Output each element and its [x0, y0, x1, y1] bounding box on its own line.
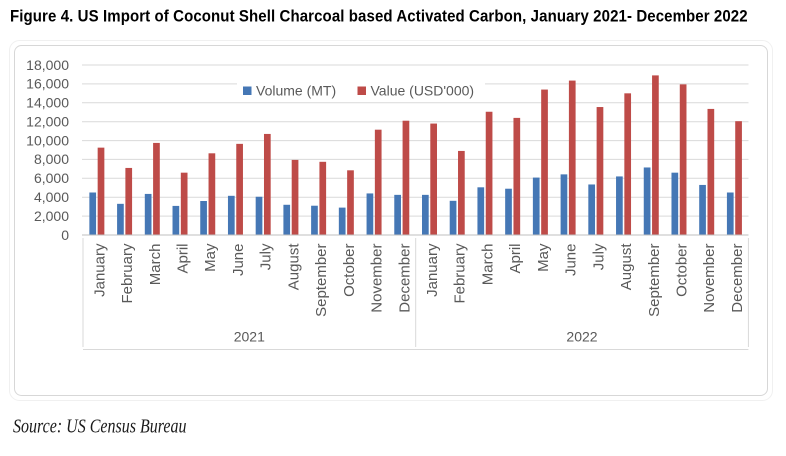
- svg-text:18,000: 18,000: [26, 57, 69, 73]
- svg-text:July: July: [590, 243, 607, 270]
- svg-text:January: January: [424, 243, 441, 297]
- svg-text:16,000: 16,000: [26, 76, 69, 92]
- svg-text:July: July: [258, 243, 275, 270]
- svg-text:2022: 2022: [566, 329, 597, 345]
- svg-text:2,000: 2,000: [34, 208, 69, 224]
- svg-text:Value (USD'000): Value (USD'000): [371, 83, 475, 99]
- svg-text:August: August: [285, 243, 302, 291]
- svg-text:10,000: 10,000: [26, 132, 69, 148]
- svg-text:March: March: [479, 244, 496, 286]
- svg-text:0: 0: [61, 227, 69, 243]
- svg-text:May: May: [202, 243, 219, 272]
- svg-text:12,000: 12,000: [26, 114, 69, 130]
- svg-text:December: December: [729, 244, 746, 313]
- svg-text:February: February: [119, 243, 136, 304]
- svg-text:April: April: [175, 244, 192, 274]
- svg-text:June: June: [230, 244, 247, 277]
- svg-text:November: November: [701, 244, 718, 313]
- svg-text:6,000: 6,000: [34, 170, 69, 186]
- svg-text:August: August: [618, 243, 635, 291]
- svg-text:14,000: 14,000: [26, 95, 69, 111]
- svg-text:4,000: 4,000: [34, 189, 69, 205]
- svg-text:October: October: [341, 243, 358, 296]
- svg-text:8,000: 8,000: [34, 151, 69, 167]
- svg-text:June: June: [563, 244, 580, 277]
- svg-text:January: January: [91, 243, 108, 297]
- svg-text:February: February: [452, 243, 469, 304]
- svg-text:December: December: [396, 244, 413, 313]
- svg-text:September: September: [313, 243, 330, 316]
- svg-text:May: May: [535, 243, 552, 272]
- svg-text:2021: 2021: [234, 329, 265, 345]
- svg-text:October: October: [674, 243, 691, 296]
- svg-text:March: March: [147, 244, 164, 286]
- svg-text:November: November: [369, 244, 386, 313]
- svg-text:September: September: [646, 243, 663, 316]
- svg-text:Volume (MT): Volume (MT): [256, 83, 336, 99]
- svg-text:April: April: [507, 244, 524, 274]
